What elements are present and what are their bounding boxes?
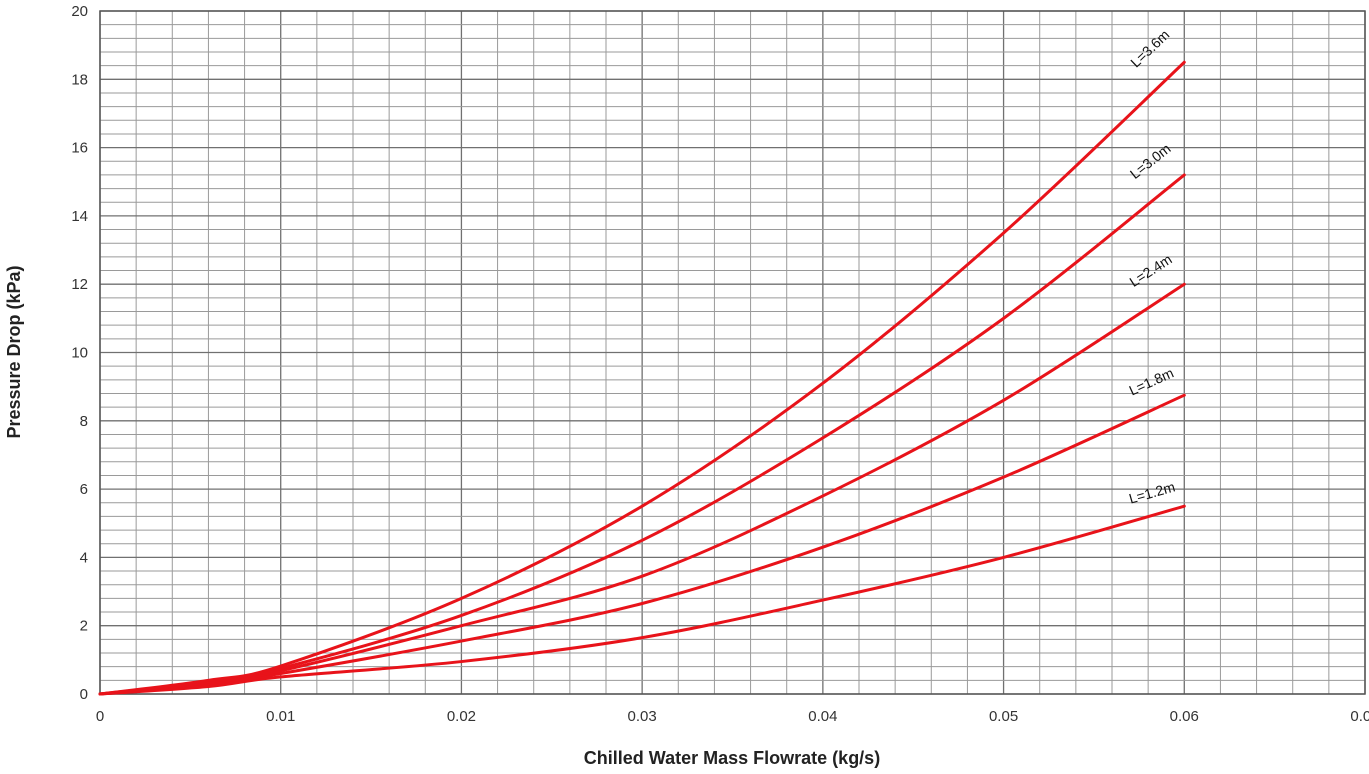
y-tick-labels: 0 2 4 6 8 10 12 14 16 18 20: [71, 3, 88, 703]
x-tick-label: 0: [96, 708, 104, 725]
x-tick-label: 0.06: [1170, 708, 1199, 725]
y-tick-label: 18: [71, 71, 88, 88]
y-tick-label: 20: [71, 3, 88, 20]
y-tick-label: 4: [80, 549, 88, 566]
series-label: L=3.6m: [1127, 26, 1172, 70]
x-tick-label: 0.02: [447, 708, 476, 725]
x-tick-labels: 0 0.01 0.02 0.03 0.04 0.05 0.06 0.07: [96, 708, 1369, 725]
y-tick-label: 10: [71, 345, 88, 362]
y-axis-title: Pressure Drop (kPa): [4, 265, 24, 438]
series-line: [98, 504, 1186, 696]
y-tick-label: 6: [80, 481, 88, 498]
x-tick-label: 0.03: [628, 708, 657, 725]
series-lines: [98, 60, 1186, 696]
x-tick-label: 0.01: [266, 708, 295, 725]
grid: [99, 10, 1366, 695]
x-tick-label: 0.04: [808, 708, 837, 725]
x-tick-label: 0.07: [1350, 708, 1369, 725]
y-tick-label: 14: [71, 208, 88, 225]
y-tick-label: 0: [80, 686, 88, 703]
y-tick-label: 12: [71, 276, 88, 293]
y-tick-label: 2: [80, 618, 88, 635]
plot-frame: [99, 10, 1366, 695]
y-tick-label: 8: [80, 413, 88, 430]
x-axis-title: Chilled Water Mass Flowrate (kg/s): [584, 748, 880, 768]
y-tick-label: 16: [71, 140, 88, 157]
x-tick-label: 0.05: [989, 708, 1018, 725]
series-line: [98, 60, 1186, 696]
